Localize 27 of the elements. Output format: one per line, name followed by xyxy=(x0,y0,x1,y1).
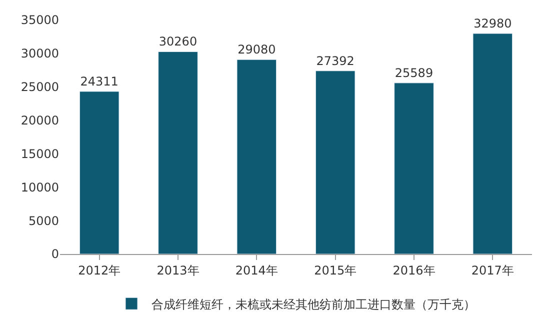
bar xyxy=(394,82,434,254)
y-tick-label: 15000 xyxy=(20,146,59,161)
data-label: 30260 xyxy=(158,34,198,49)
bar xyxy=(236,59,277,254)
y-tick-label: 25000 xyxy=(20,80,59,94)
data-label: 29080 xyxy=(238,42,276,57)
data-label: 25589 xyxy=(394,66,434,80)
bar xyxy=(158,51,198,254)
x-tick-label: 2014年 xyxy=(235,263,278,278)
legend-label: 合成纤维短纤，未梳或未经其他纺前加工进口数量（万千克） xyxy=(152,297,476,312)
data-label: 32980 xyxy=(474,16,512,31)
data-label: 27392 xyxy=(316,54,354,68)
bar xyxy=(79,91,120,254)
x-tick-label: 2015年 xyxy=(314,263,357,278)
x-tick-label: 2016年 xyxy=(392,263,436,278)
data-label: 24311 xyxy=(80,74,118,88)
x-tick-label: 2012年 xyxy=(78,263,121,278)
x-tick-label: 2013年 xyxy=(156,263,200,278)
y-tick-label: 5000 xyxy=(28,214,59,228)
y-tick-label: 35000 xyxy=(20,13,59,28)
x-tick-label: 2017年 xyxy=(471,263,514,278)
y-tick-label: 10000 xyxy=(20,180,59,194)
y-tick-label: 0 xyxy=(51,247,59,262)
bar xyxy=(472,33,513,254)
y-tick-label: 20000 xyxy=(20,113,59,128)
y-tick-label: 30000 xyxy=(20,46,59,61)
bar xyxy=(315,70,356,254)
